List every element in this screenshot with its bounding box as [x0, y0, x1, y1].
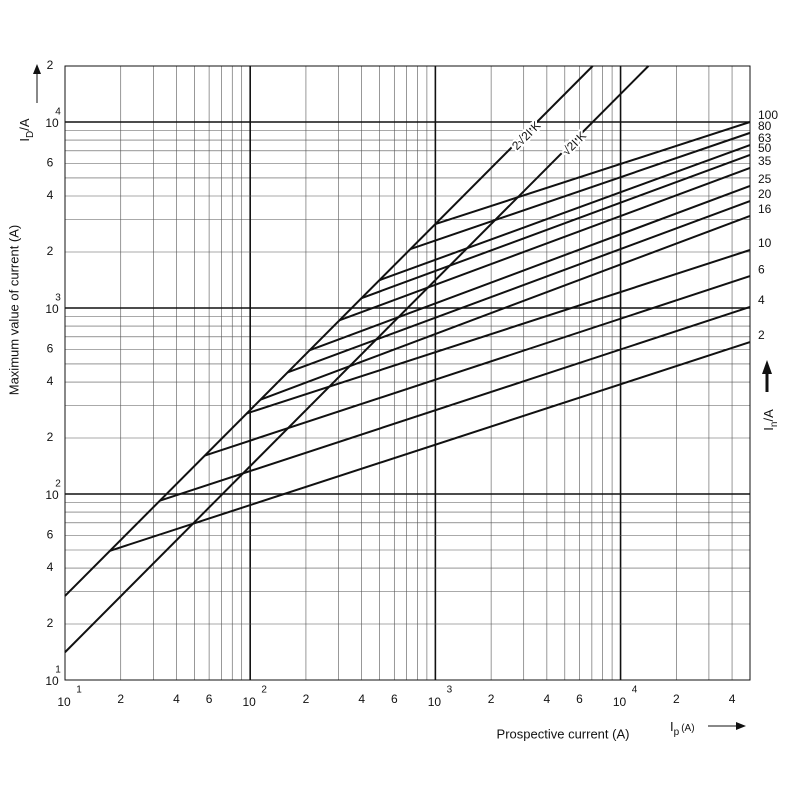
curve	[204, 275, 751, 457]
curve	[64, 65, 650, 653]
series-label: 16	[758, 202, 772, 216]
x-tick-label: 10	[57, 695, 71, 709]
y-symbol-sub: D	[25, 131, 36, 138]
x-tick-exp: 2	[261, 685, 267, 696]
x-tick-label: 6	[206, 692, 213, 706]
plot-frame	[64, 65, 751, 681]
series-label: 6	[758, 262, 765, 276]
x-tick-label: 6	[576, 692, 583, 706]
y-tick-label: 10	[45, 116, 59, 130]
series-label: 100	[758, 108, 778, 122]
curve	[338, 167, 751, 322]
y-tick-exp: 4	[55, 107, 61, 118]
y-symbol: ID/A	[17, 118, 35, 141]
series-label: 4	[758, 293, 765, 307]
right-symbol-letter: I	[761, 427, 776, 431]
x-tick-label: 2	[488, 692, 495, 706]
series-label: 20	[758, 187, 772, 201]
y-tick-label: 2	[47, 244, 54, 258]
series-label: 10	[758, 236, 772, 250]
x-tick-label: 10	[613, 695, 627, 709]
x-tick-label: 10	[428, 695, 442, 709]
right-symbol-sub: n	[769, 422, 780, 428]
curve	[109, 341, 751, 552]
curve	[159, 306, 751, 502]
y-tick-label: 6	[47, 527, 54, 541]
x-symbol-sub: p	[674, 727, 680, 738]
y-axis-label: Maximum value of current (A)	[6, 225, 21, 396]
x-tick-label: 4	[358, 692, 365, 706]
x-symbol-unit: (A)	[681, 723, 694, 734]
curve	[410, 131, 751, 251]
series-label: 2	[758, 328, 765, 342]
x-tick-exp: 4	[632, 685, 638, 696]
x-arrow	[708, 722, 746, 730]
y-symbol-letter: I	[17, 138, 32, 142]
x-symbol-letter: I	[670, 719, 674, 734]
y-tick-label: 6	[47, 155, 54, 169]
x-tick-label: 4	[729, 692, 736, 706]
x-tick-exp: 3	[447, 685, 453, 696]
y-tick-exp: 1	[55, 665, 61, 676]
x-tick-label: 2	[303, 692, 310, 706]
limit-line-label: √2I K	[559, 129, 589, 159]
y-tick-label: 10	[45, 302, 59, 316]
x-tick-exp: 1	[76, 685, 82, 696]
y-tick-label: 10	[45, 488, 59, 502]
curve	[260, 214, 751, 401]
series-label: 50	[758, 141, 772, 155]
y-tick-label: 4	[47, 374, 54, 388]
y-tick-exp: 2	[55, 479, 61, 490]
x-tick-label: 4	[173, 692, 180, 706]
limit-line-label: 2√2I K	[509, 118, 543, 152]
right-symbol-unit: /A	[761, 409, 776, 422]
y-symbol-unit: /A	[17, 118, 32, 131]
x-tick-label: 2	[117, 692, 124, 706]
x-tick-label: 10	[243, 695, 257, 709]
y-arrow	[33, 64, 41, 103]
y-tick-exp: 3	[55, 293, 61, 304]
y-tick-label: 2	[47, 58, 54, 72]
curve	[435, 121, 751, 225]
series-label: 35	[758, 154, 772, 168]
y-tick-label: 10	[45, 674, 59, 688]
y-tick-label: 4	[47, 188, 54, 202]
x-tick-label: 2	[673, 692, 680, 706]
curve	[361, 154, 751, 300]
y-tick-label: 2	[47, 616, 54, 630]
curve	[64, 65, 594, 597]
series-label: 63	[758, 131, 772, 145]
y-tick-label: 2	[47, 430, 54, 444]
right-arrow	[762, 360, 772, 392]
curve	[246, 249, 751, 415]
right-symbol: In/A	[761, 409, 779, 431]
curve	[379, 144, 751, 282]
x-symbol: Ip (A)	[670, 719, 695, 737]
curve	[309, 185, 751, 352]
y-tick-label: 6	[47, 341, 54, 355]
curve	[287, 200, 751, 374]
series-label: 25	[758, 172, 772, 186]
x-axis-label: Prospective current (A)	[497, 726, 630, 741]
x-tick-label: 6	[391, 692, 398, 706]
x-tick-label: 4	[544, 692, 551, 706]
series-label: 80	[758, 119, 772, 133]
y-tick-label: 4	[47, 560, 54, 574]
